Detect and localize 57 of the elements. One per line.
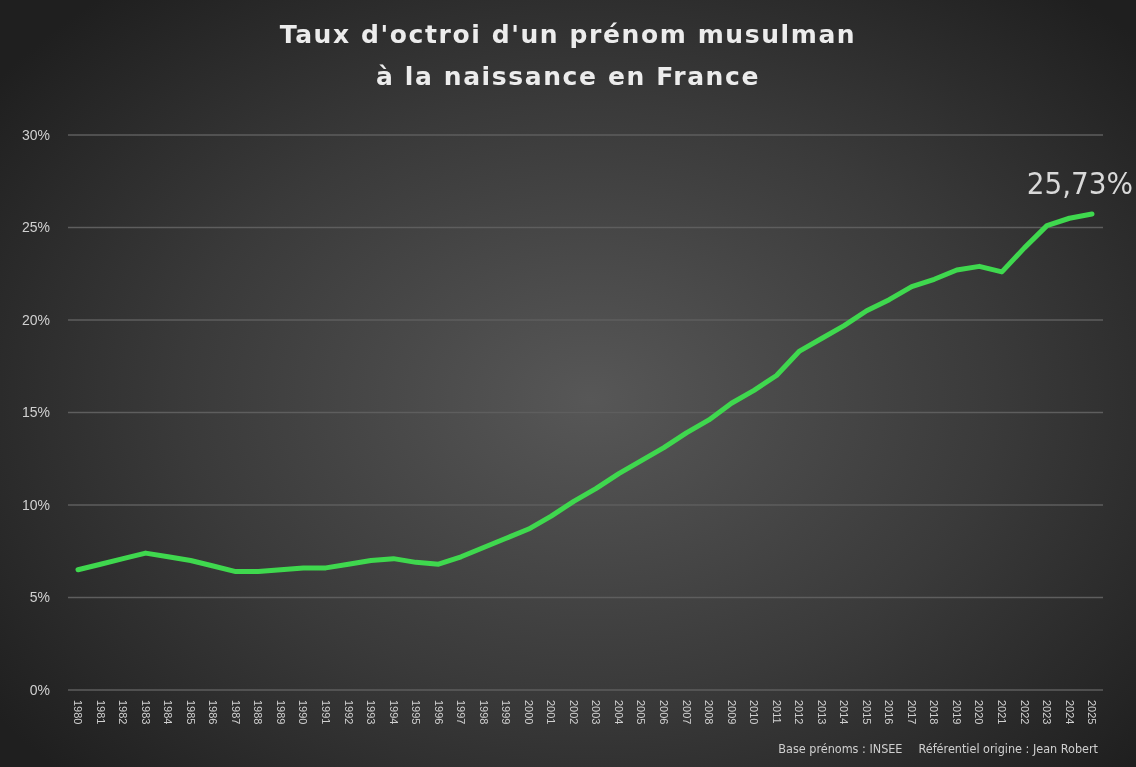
x-tick-label: 2024: [1063, 700, 1076, 725]
x-tick-label: 1987: [229, 700, 242, 725]
text: Base prénoms : INSEE: [778, 741, 903, 756]
x-tick-label: 2006: [658, 700, 671, 725]
x-tick-label: 2005: [635, 700, 648, 725]
x-tick-label: 1996: [432, 700, 445, 725]
data-label: 25,73%: [1026, 164, 1133, 201]
x-tick-label: 2023: [1041, 700, 1054, 725]
x-tick-label: 2021: [996, 700, 1009, 725]
x-tick-label: 2003: [590, 700, 603, 725]
x-tick-label: 1990: [297, 700, 310, 725]
x-tick-label: 2007: [680, 700, 693, 725]
x-tick-label: 1995: [410, 700, 423, 725]
x-tick-label: 2002: [567, 700, 580, 725]
y-tick-label: 20%: [21, 311, 50, 328]
x-tick-label: 2008: [703, 700, 716, 725]
x-tick-label: 1981: [94, 700, 107, 725]
x-tick-label: 1983: [139, 700, 152, 725]
x-tick-label: 2018: [928, 700, 941, 725]
x-tick-label: 1994: [387, 700, 400, 725]
x-tick-label: 2000: [522, 700, 535, 725]
x-tick-label: 2019: [950, 700, 963, 725]
x-tick-label: 1998: [477, 700, 490, 725]
x-tick-label: 1986: [207, 700, 220, 725]
x-tick-label: 2009: [725, 700, 738, 725]
x-tick-label: 1984: [162, 700, 175, 725]
x-tick-label: 1999: [500, 700, 513, 725]
text: Référentiel origine : Jean Robert: [918, 741, 1098, 756]
x-tick-label: 1997: [455, 700, 468, 725]
x-tick-label: 1985: [184, 700, 197, 725]
x-tick-label: 1980: [72, 700, 85, 725]
y-tick-label: 25%: [21, 219, 50, 236]
x-tick-label: 1988: [252, 700, 265, 725]
x-tick-label: 2015: [860, 700, 873, 725]
y-tick-label: 10%: [21, 496, 50, 513]
x-tick-label: 1989: [274, 700, 287, 725]
x-tick-label: 2022: [1018, 700, 1031, 725]
y-tick-label: 5%: [29, 589, 50, 606]
x-tick-label: 2004: [612, 700, 625, 725]
x-tick-label: 2012: [793, 700, 806, 725]
x-tick-label: 1982: [117, 700, 130, 725]
x-tick-label: 2020: [973, 700, 986, 725]
x-tick-label: 2025: [1086, 700, 1099, 725]
x-tick-label: 1992: [342, 700, 355, 725]
x-tick-label: 1993: [365, 700, 378, 725]
x-tick-label: 2013: [815, 700, 828, 725]
x-tick-label: 2010: [748, 700, 761, 725]
x-tick-label: 2014: [838, 700, 851, 725]
x-tick-label: 2011: [770, 700, 783, 724]
y-tick-label: 15%: [21, 404, 50, 421]
y-tick-label: 0%: [29, 681, 50, 698]
x-tick-label: 2001: [545, 700, 558, 725]
y-tick-label: 30%: [21, 126, 50, 143]
x-tick-label: 1991: [320, 700, 333, 725]
x-tick-label: 2016: [883, 700, 896, 725]
x-tick-label: 2017: [905, 700, 918, 725]
chart-title: Taux d'octroi d'un prénom musulman à la naissance en France: [278, 19, 858, 93]
